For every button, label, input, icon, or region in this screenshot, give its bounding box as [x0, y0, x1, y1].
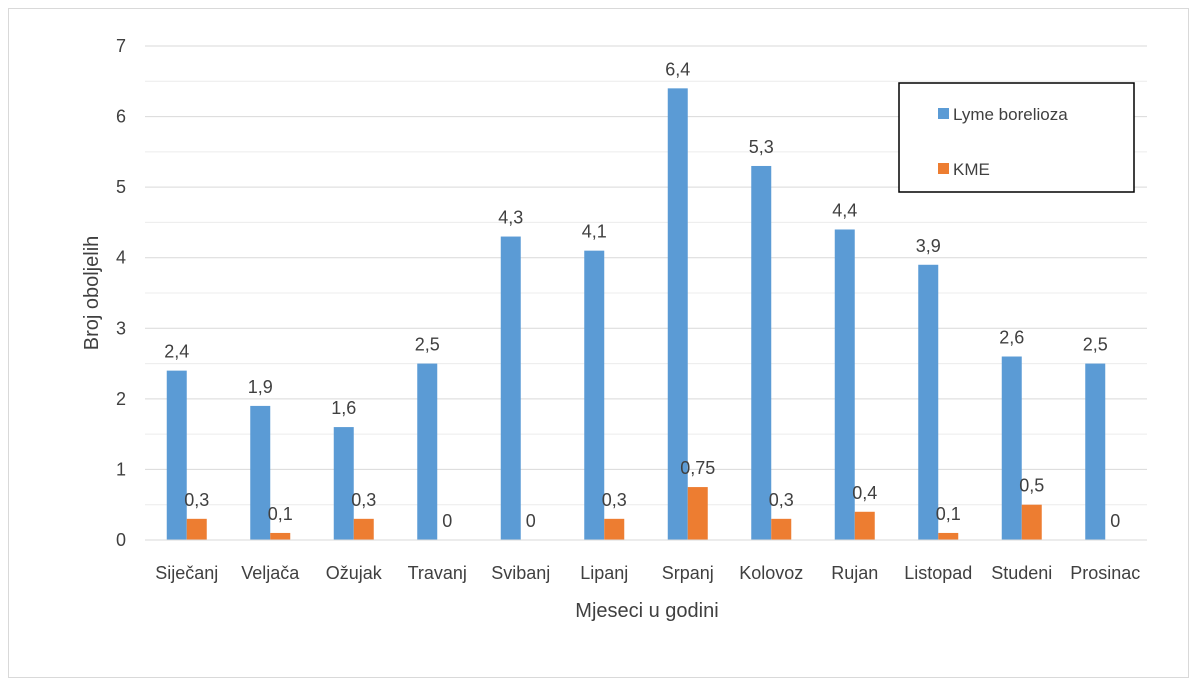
data-label-lyme: 1,6	[331, 398, 356, 418]
data-label-lyme: 4,4	[832, 200, 857, 220]
legend-label-kme: KME	[953, 160, 990, 179]
data-label-lyme: 2,6	[999, 328, 1024, 348]
bar-kme	[938, 532, 959, 540]
bar-lyme	[1001, 356, 1022, 540]
x-category-label: Rujan	[831, 563, 878, 583]
bar-lyme	[333, 427, 354, 540]
bar-kme	[771, 518, 792, 540]
data-label-kme: 0	[442, 511, 452, 531]
x-category-label: Listopad	[904, 563, 972, 583]
bar-kme	[270, 532, 291, 540]
data-label-kme: 0,75	[680, 458, 715, 478]
legend: Lyme borelioza KME	[898, 82, 1135, 193]
data-label-lyme: 6,4	[665, 59, 690, 79]
legend-label-lyme: Lyme borelioza	[953, 105, 1068, 124]
data-label-lyme: 1,9	[248, 377, 273, 397]
data-label-kme: 0	[1110, 511, 1120, 531]
data-label-lyme: 2,5	[415, 335, 440, 355]
legend-box	[898, 82, 1135, 193]
bar-lyme	[250, 405, 271, 540]
x-axis-categories: Siječanj Veljača Ožujak Travanj Svibanj Lipan…	[155, 563, 1140, 583]
bars	[166, 88, 1106, 541]
bar-kme	[186, 518, 207, 540]
data-label-lyme: 2,5	[1083, 335, 1108, 355]
y-axis-ticks: 0 1 2 3 4 5 6 7	[116, 36, 126, 550]
legend-swatch-lyme	[938, 108, 949, 119]
y-tick-label: 7	[116, 36, 126, 56]
bar-lyme	[1085, 363, 1106, 540]
x-category-label: Srpanj	[662, 563, 714, 583]
bar-kme	[604, 518, 625, 540]
bar-kme	[854, 511, 875, 540]
x-category-label: Svibanj	[491, 563, 550, 583]
bar-lyme	[166, 370, 187, 540]
y-axis-title: Broj oboljelih	[81, 236, 103, 351]
y-tick-label: 1	[116, 459, 126, 479]
data-label-kme: 0,1	[268, 504, 293, 524]
x-category-label: Ožujak	[326, 563, 383, 583]
data-label-lyme: 4,3	[498, 208, 523, 228]
y-tick-label: 6	[116, 107, 126, 127]
bar-lyme	[584, 250, 605, 540]
data-labels: 2,4 1,9 1,6 2,5 4,3 4,1 6,4 5,3 4,4 3,9 2,6 2,5 0,3 0…	[164, 59, 1120, 531]
x-axis-title: Mjeseci u godini	[575, 600, 718, 622]
bar-kme	[353, 518, 374, 540]
bar-lyme	[918, 264, 939, 540]
data-label-kme: 0,3	[184, 490, 209, 510]
data-label-kme: 0,3	[769, 490, 794, 510]
x-category-label: Prosinac	[1070, 563, 1140, 583]
x-category-label: Kolovoz	[739, 563, 803, 583]
x-category-label: Siječanj	[155, 563, 218, 583]
y-tick-label: 5	[116, 177, 126, 197]
x-category-label: Travanj	[408, 563, 467, 583]
data-label-kme: 0,5	[1019, 476, 1044, 496]
data-label-lyme: 2,4	[164, 342, 189, 362]
y-tick-label: 0	[116, 530, 126, 550]
x-category-label: Lipanj	[580, 563, 628, 583]
data-label-kme: 0,3	[351, 490, 376, 510]
data-label-kme: 0,3	[602, 490, 627, 510]
gridlines	[145, 45, 1147, 506]
bar-lyme	[751, 165, 772, 540]
bar-kme	[1021, 504, 1042, 540]
x-category-label: Studeni	[991, 563, 1052, 583]
bar-lyme	[500, 236, 521, 541]
data-label-lyme: 5,3	[749, 137, 774, 157]
bar-kme	[687, 487, 708, 540]
legend-swatch-kme	[938, 163, 949, 174]
data-label-kme: 0,1	[936, 504, 961, 524]
y-tick-label: 2	[116, 389, 126, 409]
data-label-kme: 0,4	[852, 483, 877, 503]
bar-lyme	[417, 363, 438, 540]
bar-lyme	[667, 88, 688, 540]
y-tick-label: 4	[116, 248, 126, 268]
data-label-lyme: 4,1	[582, 222, 607, 242]
bar-lyme	[834, 229, 855, 540]
data-label-lyme: 3,9	[916, 236, 941, 256]
y-tick-label: 3	[116, 318, 126, 338]
data-label-kme: 0	[526, 511, 536, 531]
x-category-label: Veljača	[241, 563, 300, 583]
